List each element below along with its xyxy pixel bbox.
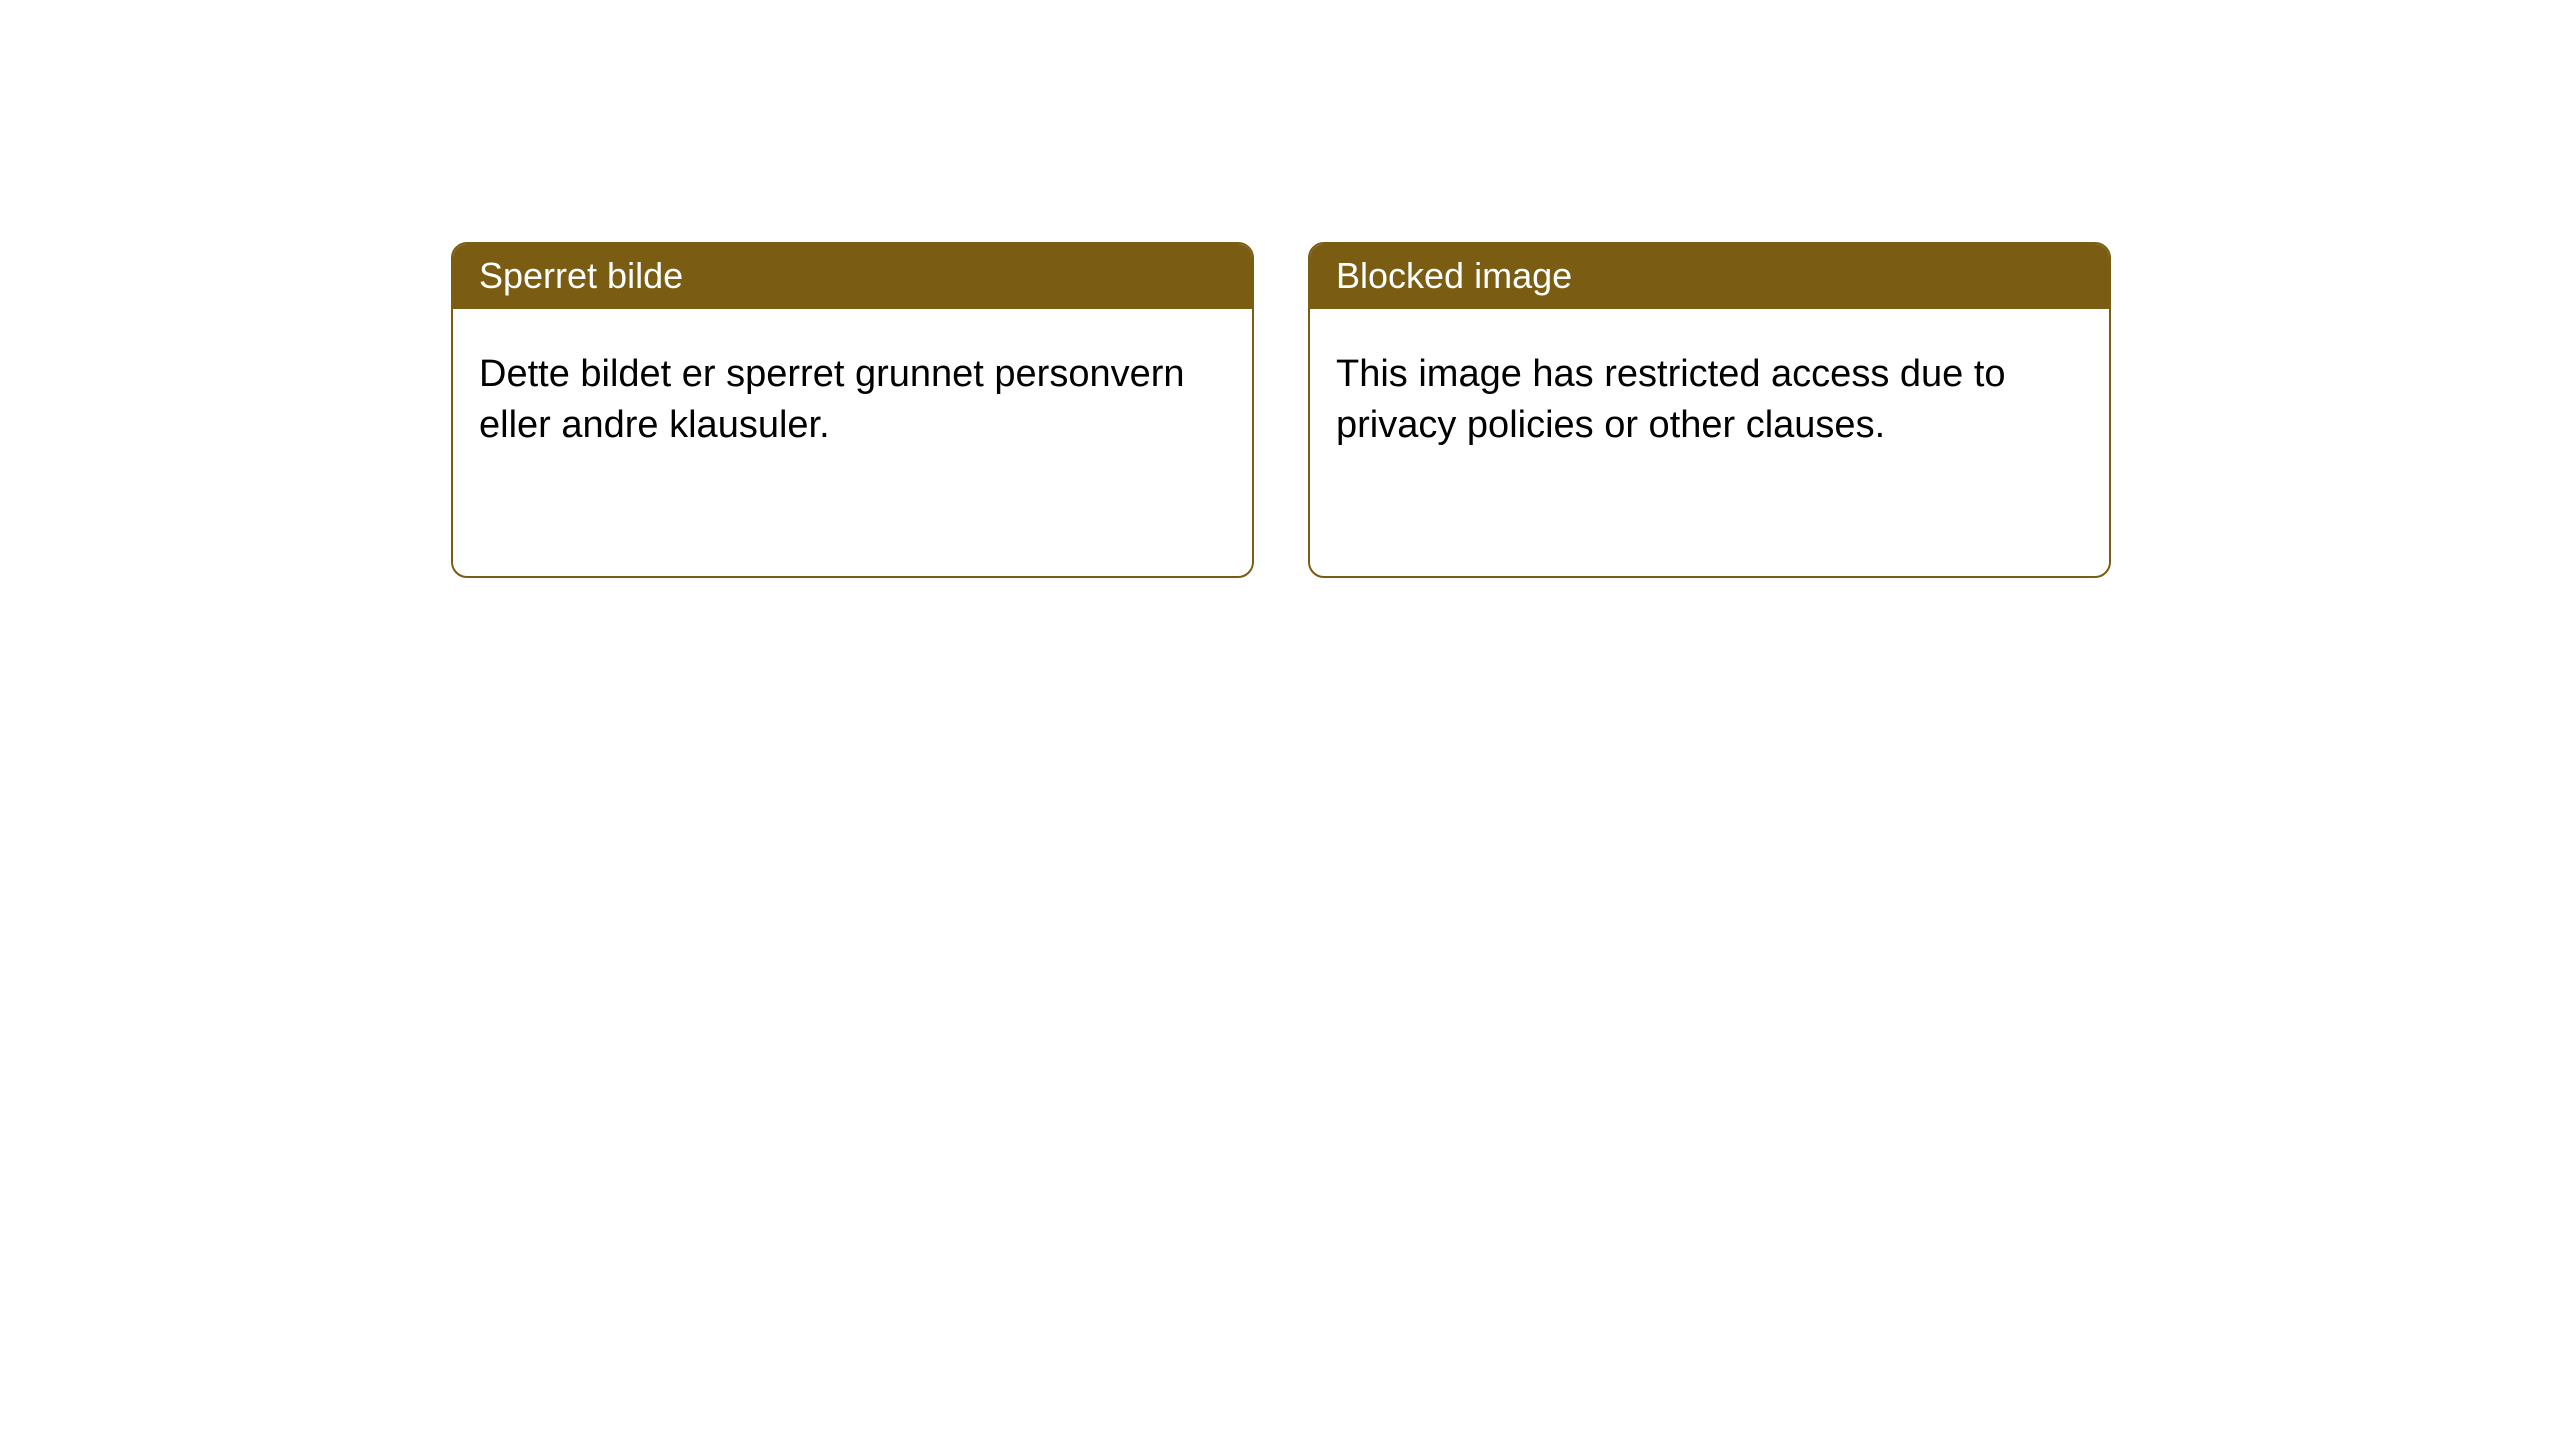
notice-container: Sperret bilde Dette bildet er sperret gr… — [0, 0, 2560, 578]
notice-card-english: Blocked image This image has restricted … — [1308, 242, 2111, 578]
notice-body: This image has restricted access due to … — [1310, 309, 2109, 478]
notice-card-norwegian: Sperret bilde Dette bildet er sperret gr… — [451, 242, 1254, 578]
notice-title: Blocked image — [1310, 244, 2109, 309]
notice-title: Sperret bilde — [453, 244, 1252, 309]
notice-body: Dette bildet er sperret grunnet personve… — [453, 309, 1252, 478]
